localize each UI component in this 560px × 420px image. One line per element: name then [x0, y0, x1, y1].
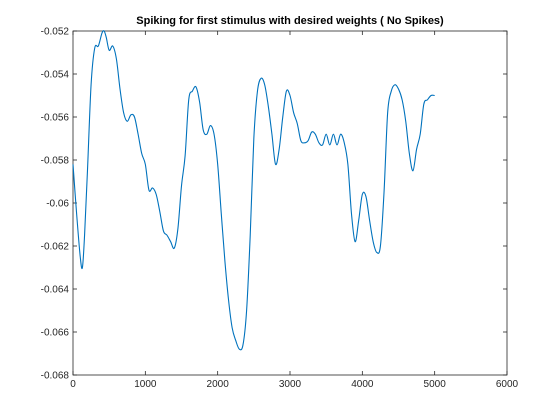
y-tick-label: -0.064 [41, 285, 70, 296]
x-axis: 0 1000 2000 3000 4000 5000 6000 [70, 31, 519, 390]
x-tick-label: 1000 [134, 379, 157, 390]
y-tick-label: -0.06 [46, 199, 69, 210]
y-tick-label: -0.054 [41, 70, 70, 81]
x-tick-label: 2000 [207, 379, 230, 390]
x-tick-label: 0 [70, 379, 76, 390]
x-tick-label: 4000 [351, 379, 374, 390]
x-tick-label: 6000 [496, 379, 519, 390]
y-tick-label: -0.062 [41, 242, 70, 253]
y-tick-label: -0.058 [41, 156, 70, 167]
y-tick-label: -0.056 [41, 113, 70, 124]
series-line [72, 30, 435, 351]
y-tick-label: -0.052 [41, 27, 70, 38]
x-tick-label: 5000 [424, 379, 447, 390]
plot-area [72, 30, 508, 376]
y-tick-label: -0.066 [41, 328, 70, 339]
y-tick-label: -0.068 [41, 371, 70, 382]
y-axis: -0.068 -0.066 -0.064 -0.062 -0.06 -0.058 -0.05… [41, 27, 507, 382]
x-tick-label: 3000 [279, 379, 302, 390]
chart-title: Spiking for first stimulus with desired … [136, 15, 444, 27]
